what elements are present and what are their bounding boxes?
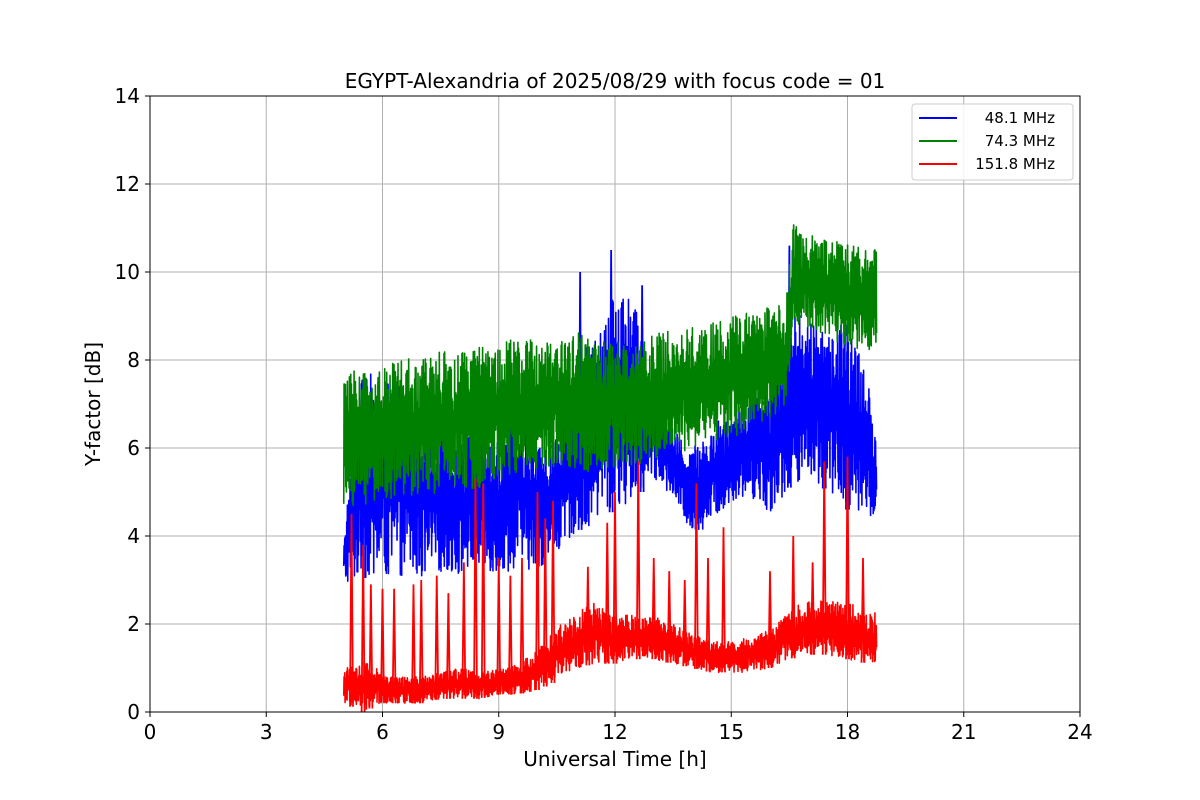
series-spike <box>368 584 374 709</box>
y-axis-label: Y-factor [dB] <box>81 342 105 467</box>
legend-label: 151.8 MHz <box>975 155 1055 173</box>
series-spike <box>860 557 866 663</box>
series-spike <box>550 500 556 683</box>
x-tick-label: 15 <box>719 720 744 744</box>
series-spike <box>651 557 657 660</box>
legend-label: 48.1 MHz <box>985 109 1055 127</box>
y-tick-label: 12 <box>115 172 140 196</box>
y-tick-label: 8 <box>127 348 140 372</box>
chart-title: EGYPT-Alexandria of 2025/08/29 with focu… <box>345 69 886 93</box>
x-tick-label: 6 <box>376 720 389 744</box>
series-line <box>342 597 878 710</box>
series-spike <box>585 566 591 666</box>
series-spike <box>705 557 711 672</box>
x-tick-label: 9 <box>492 720 505 744</box>
series-spike <box>418 579 424 704</box>
series-spike <box>604 522 610 664</box>
series-spike <box>612 491 618 664</box>
series-spike <box>767 571 773 669</box>
series-spike <box>507 575 513 695</box>
series-spike <box>635 461 641 660</box>
series-spike <box>445 593 451 699</box>
y-tick-label: 14 <box>115 84 140 108</box>
series-spike <box>682 579 688 667</box>
y-tick-label: 4 <box>127 524 140 548</box>
series-spike <box>434 575 440 700</box>
series-spike <box>349 513 354 707</box>
y-tick-label: 0 <box>127 700 140 724</box>
series-spike <box>693 483 699 669</box>
series-1 <box>342 224 878 506</box>
x-axis-label: Universal Time [h] <box>523 747 706 771</box>
series-2 <box>342 456 878 713</box>
series-spike <box>360 544 366 713</box>
series-spike <box>480 483 486 698</box>
x-tick-label: 24 <box>1067 720 1092 744</box>
x-tick-label: 0 <box>144 720 157 744</box>
x-tick-label: 21 <box>951 720 976 744</box>
x-tick-label: 18 <box>835 720 860 744</box>
series-spike <box>496 557 502 695</box>
x-tick-label: 12 <box>602 720 627 744</box>
series-line <box>342 224 878 506</box>
series-spike <box>542 518 548 687</box>
series-spike <box>821 461 827 655</box>
legend: 48.1 MHz 74.3 MHz 151.8 MHz <box>911 103 1074 181</box>
series-spike <box>391 588 397 704</box>
legend-box <box>911 103 1074 181</box>
plot-area <box>342 224 878 713</box>
series-spike <box>845 456 850 660</box>
series-spike <box>821 346 827 489</box>
series-spike <box>666 571 672 663</box>
series-spike <box>721 527 726 673</box>
series-spike <box>473 478 478 699</box>
series-spike <box>519 557 525 694</box>
series-spike <box>461 562 467 699</box>
y-tick-label: 6 <box>127 436 140 460</box>
series-spike <box>790 535 796 659</box>
y-tick-label: 2 <box>127 612 140 636</box>
series-spike <box>810 562 816 655</box>
series-spike <box>411 584 416 704</box>
series-spike <box>786 245 792 488</box>
legend-label: 74.3 MHz <box>985 132 1055 150</box>
series-spike <box>535 491 540 691</box>
series-spike <box>380 588 385 704</box>
x-tick-label: 3 <box>260 720 273 744</box>
y-tick-label: 10 <box>115 260 140 284</box>
